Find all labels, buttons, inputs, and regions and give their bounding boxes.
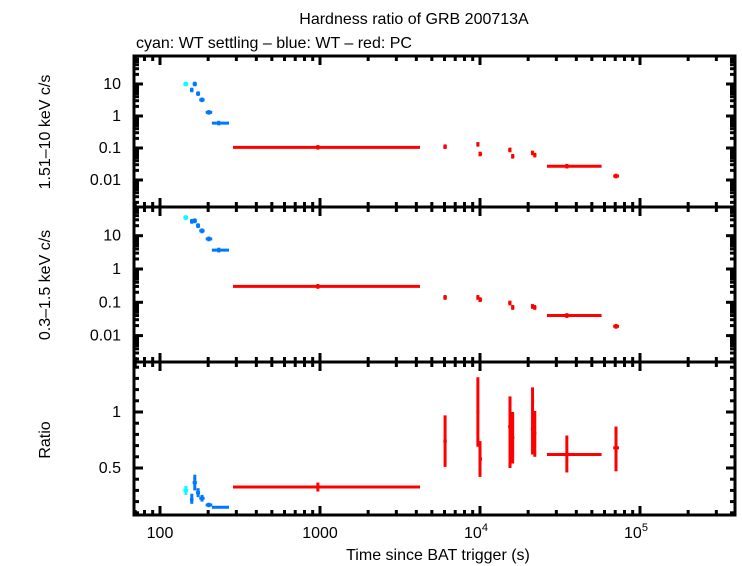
x-axis-label: Time since BAT trigger (s)	[346, 547, 530, 564]
x-tick-label: 104	[464, 522, 488, 542]
y-tick-label: 10	[103, 76, 121, 93]
y-tick-label: 0.01	[90, 328, 121, 345]
chart-subtitle: cyan: WT settling – blue: WT – red: PC	[136, 35, 412, 52]
panel-frame	[132, 54, 737, 209]
panel-frame	[132, 360, 737, 517]
chart-title: Hardness ratio of GRB 200713A	[299, 11, 529, 28]
y-axis-label-hard: 1.51–10 keV c/s	[37, 75, 54, 190]
y-axis-label-soft: 0.3–1.5 keV c/s	[37, 230, 54, 340]
y-tick-label: 0.1	[99, 294, 121, 311]
y-tick-label: 1	[112, 108, 121, 125]
y-tick-label: 1	[112, 404, 121, 421]
y-tick-label: 0.5	[99, 460, 121, 477]
x-tick-label: 100	[147, 525, 174, 542]
x-tick-exponent: 5	[642, 522, 648, 534]
panel-frame	[132, 205, 737, 364]
x-tick-exponent: 4	[482, 522, 488, 534]
x-tick-label: 1000	[302, 525, 338, 542]
y-axis-label-ratio: Ratio	[37, 421, 54, 458]
y-tick-label: 0.01	[90, 172, 121, 189]
y-tick-label: 0.1	[99, 140, 121, 157]
x-tick-label: 105	[624, 522, 648, 542]
y-tick-label: 10	[103, 228, 121, 245]
y-tick-label: 1	[112, 261, 121, 278]
